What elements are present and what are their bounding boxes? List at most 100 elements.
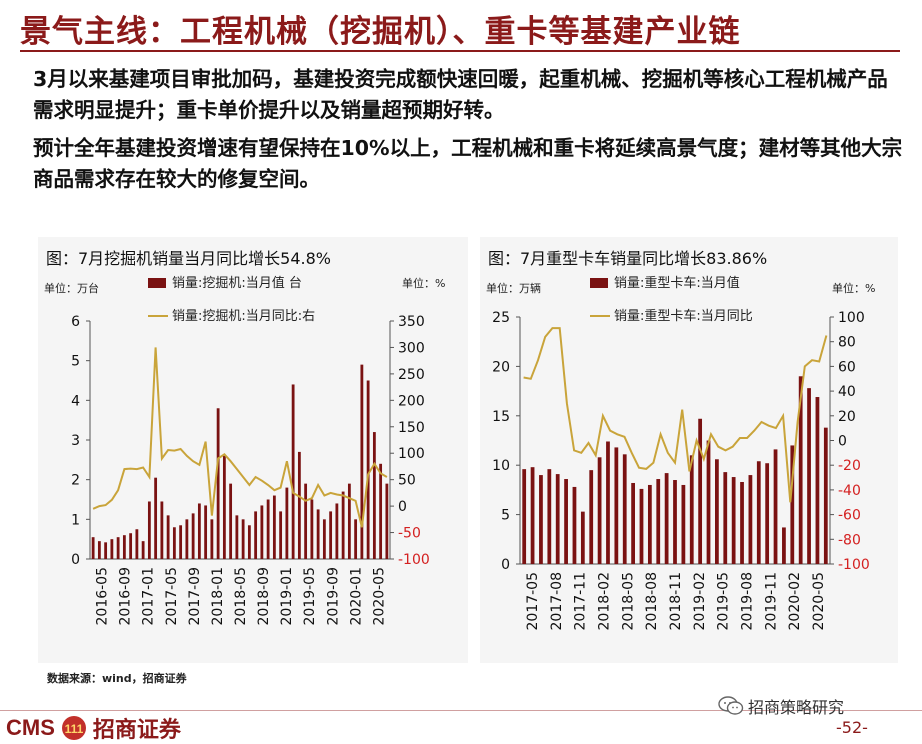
legend-line-label: 销量:重型卡车:当月同比 <box>614 308 753 324</box>
x-tick-label: 2019-09 <box>325 567 341 626</box>
x-tick-label: 2020-02 <box>787 572 803 631</box>
bar <box>197 503 201 559</box>
bar <box>798 376 803 564</box>
bar <box>279 511 283 559</box>
bar <box>681 484 686 564</box>
bar <box>254 511 258 559</box>
bar <box>689 455 694 564</box>
x-tick-label: 2017-11 <box>573 572 589 631</box>
bar <box>235 515 239 559</box>
bar <box>229 483 233 559</box>
bar <box>379 463 383 559</box>
bar <box>354 519 358 559</box>
legend-line-label: 销量:挖掘机:当月同比:右 <box>172 309 315 324</box>
bar <box>129 533 133 559</box>
bar <box>740 481 744 564</box>
bar <box>191 513 195 559</box>
bar <box>160 501 164 559</box>
bar <box>639 488 644 564</box>
wechat-icon <box>718 696 744 715</box>
x-tick-label: 2019-05 <box>716 572 732 631</box>
bar <box>823 427 828 564</box>
logo-mark-icon: 111 <box>61 716 86 740</box>
right-tick-label: -60 <box>838 508 861 524</box>
x-tick-label: 2020-01 <box>348 567 364 626</box>
x-tick-label: 2018-11 <box>668 572 684 631</box>
bar <box>555 474 560 564</box>
left-tick-label: 6 <box>71 314 80 330</box>
excavator-chart-panel: 图：7月挖掘机销量当月同比增长54.8% 单位：万台 单位：% 销量:挖掘机:当月值… <box>38 237 468 663</box>
right-tick-label: 250 <box>398 367 425 383</box>
bar <box>790 445 795 564</box>
bar <box>285 487 289 559</box>
bar <box>341 491 345 559</box>
paragraph-1: 3月以来基建项目审批加码，基建投资完成额快速回暖，起重机械、挖掘机等核心工程机械… <box>33 67 888 122</box>
x-tick-label: 2017-08 <box>549 572 565 631</box>
page-number: -52- <box>836 718 868 737</box>
bar <box>297 451 301 559</box>
x-tick-label: 2020-05 <box>811 572 827 631</box>
x-tick-label: 2018-02 <box>596 572 612 631</box>
bar <box>360 364 364 559</box>
bar <box>547 469 552 564</box>
right-tick-label: 60 <box>838 359 856 375</box>
right-tick-label: 100 <box>838 310 865 326</box>
bar <box>216 408 220 559</box>
right-tick-label: 0 <box>838 434 847 450</box>
x-tick-label: 2019-11 <box>763 572 779 631</box>
bar <box>366 380 370 559</box>
data-source: 数据来源：wind，招商证券 <box>47 672 187 685</box>
bar <box>372 432 376 559</box>
right-tick-label: -40 <box>838 483 861 499</box>
cms-logo: CMS 111 招商证券 <box>6 712 181 744</box>
x-tick-label: 2017-09 <box>187 567 203 626</box>
x-tick-label: 2020-05 <box>371 567 387 626</box>
bar <box>347 483 351 559</box>
right-tick-label: -100 <box>838 557 870 573</box>
legend-bar-swatch <box>590 278 608 288</box>
bar <box>807 388 811 564</box>
x-tick-label: 2019-05 <box>302 567 318 626</box>
bar <box>122 535 126 559</box>
x-tick-label: 2016-05 <box>95 567 111 626</box>
right-tick-label: -100 <box>398 552 430 568</box>
bar <box>564 479 568 564</box>
bar <box>329 511 333 559</box>
left-tick-label: 3 <box>71 433 80 449</box>
bar <box>241 519 245 559</box>
bar <box>222 455 226 559</box>
right-tick-label: 0 <box>398 499 407 515</box>
right-unit-label: 单位：% <box>402 276 445 290</box>
bar <box>756 461 761 564</box>
bar <box>706 440 711 564</box>
right-tick-label: -20 <box>838 458 861 474</box>
bar <box>572 486 577 564</box>
x-tick-label: 2017-05 <box>164 567 180 626</box>
x-tick-label: 2016-09 <box>118 567 134 626</box>
bar <box>304 483 308 559</box>
bar <box>141 541 145 559</box>
page-title: 景气主线：工程机械（挖掘机）、重卡等基建产业链 <box>20 14 741 50</box>
left-tick-label: 15 <box>492 409 510 425</box>
bar <box>748 475 753 564</box>
bar <box>147 501 151 559</box>
right-tick-label: -80 <box>838 532 861 548</box>
right-tick-label: 350 <box>398 314 425 330</box>
bar <box>664 473 669 564</box>
bar <box>597 457 602 564</box>
bar <box>104 542 108 559</box>
x-tick-label: 2019-08 <box>740 572 756 631</box>
bar <box>631 482 635 564</box>
bar <box>715 459 719 564</box>
right-tick-label: -50 <box>398 526 421 542</box>
bar <box>291 384 295 559</box>
left-tick-label: 5 <box>71 354 80 370</box>
left-tick-label: 4 <box>71 393 80 409</box>
bar <box>765 463 770 564</box>
bar <box>614 447 619 564</box>
x-tick-label: 2017-05 <box>525 572 541 631</box>
x-tick-label: 2017-01 <box>141 567 157 626</box>
bar <box>247 525 251 559</box>
bar <box>385 483 389 559</box>
x-tick-label: 2018-01 <box>210 567 226 626</box>
